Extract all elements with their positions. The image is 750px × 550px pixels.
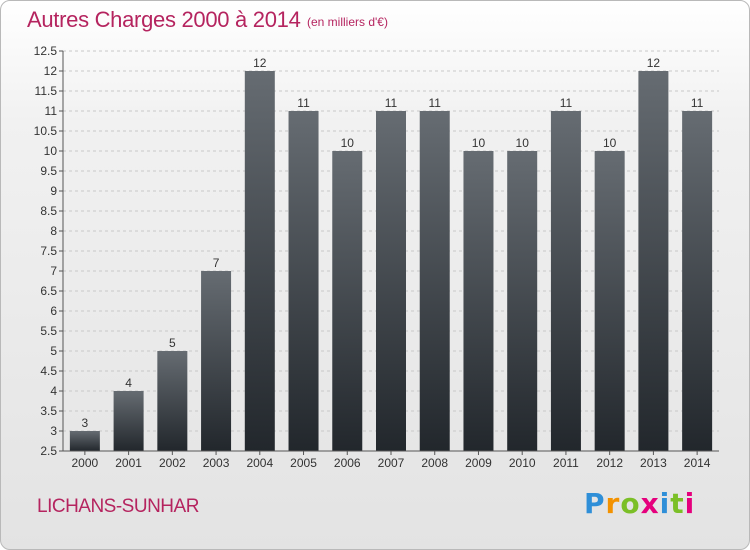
y-tick-label: 3 xyxy=(50,424,57,438)
data-label: 4 xyxy=(125,376,132,390)
bar-2002 xyxy=(157,351,188,451)
x-tick-label: 2001 xyxy=(115,456,142,470)
bar-2010 xyxy=(507,151,538,451)
proxiti-logo: Proxiti xyxy=(584,487,695,520)
data-label: 11 xyxy=(385,96,398,110)
y-tick-label: 12.5 xyxy=(34,44,58,58)
x-tick-label: 2013 xyxy=(640,456,667,470)
bar-2006 xyxy=(332,151,363,451)
y-tick-label: 12 xyxy=(44,64,58,78)
data-label: 5 xyxy=(169,336,176,350)
commune-name: LICHANS-SUNHAR xyxy=(37,496,199,517)
bar-2004 xyxy=(244,71,275,451)
y-tick-label: 3.5 xyxy=(40,404,57,418)
logo-letter: o xyxy=(620,487,641,520)
x-tick-label: 2009 xyxy=(465,456,492,470)
data-label: 11 xyxy=(560,96,573,110)
data-label: 10 xyxy=(603,136,617,150)
y-tick-label: 2.5 xyxy=(40,444,57,458)
x-tick-label: 2012 xyxy=(596,456,623,470)
data-label: 10 xyxy=(341,136,355,150)
y-tick-label: 5 xyxy=(50,344,57,358)
data-label: 12 xyxy=(253,56,267,70)
x-tick-label: 2011 xyxy=(553,456,579,470)
bar-2013 xyxy=(638,71,669,451)
data-label: 11 xyxy=(691,96,704,110)
y-tick-label: 6 xyxy=(50,304,57,318)
bar-2008 xyxy=(419,111,450,451)
bar-2007 xyxy=(376,111,406,451)
bar-2000 xyxy=(69,431,100,451)
logo-letter: i xyxy=(684,487,696,520)
bars xyxy=(69,71,713,451)
x-tick-label: 2005 xyxy=(290,456,317,470)
data-label: 10 xyxy=(516,136,530,150)
y-tick-label: 8.5 xyxy=(40,204,57,218)
y-tick-label: 10 xyxy=(44,144,58,158)
y-tick-label: 9.5 xyxy=(40,164,57,178)
y-tick-label: 7.5 xyxy=(40,244,57,258)
x-tick-label: 2006 xyxy=(334,456,361,470)
y-tick-label: 4.5 xyxy=(40,364,57,378)
bar-2012 xyxy=(594,151,625,451)
bar-2009 xyxy=(463,151,494,451)
axes xyxy=(59,50,719,455)
bar-2005 xyxy=(288,111,319,451)
y-tick-label: 11 xyxy=(45,104,58,118)
data-label: 7 xyxy=(213,256,220,270)
y-tick-label: 11.5 xyxy=(35,84,58,98)
data-label: 11 xyxy=(428,96,441,110)
bar-2001 xyxy=(113,391,144,451)
y-tick-label: 9 xyxy=(50,184,57,198)
logo-letter: P xyxy=(584,487,606,520)
data-label: 11 xyxy=(297,96,310,110)
x-tick-label: 2002 xyxy=(159,456,186,470)
y-tick-label: 5.5 xyxy=(40,324,57,338)
logo-letter: r xyxy=(605,487,621,520)
x-tick-label: 2004 xyxy=(246,456,273,470)
y-tick-label: 10.5 xyxy=(34,124,58,138)
x-tick-label: 2007 xyxy=(378,456,405,470)
data-label: 10 xyxy=(472,136,486,150)
bar-2011 xyxy=(550,111,581,451)
chart-title: Autres Charges 2000 à 2014 xyxy=(27,7,301,32)
data-labels: 3 4 5 7 12 11 10 11 11 10 10 11 10 12 11 xyxy=(82,56,704,430)
x-tick-label: 2014 xyxy=(684,456,711,470)
x-tick-labels: 2000 2001 2002 2003 2004 2005 2006 2007 2008 2009… xyxy=(72,456,711,470)
bar-2014 xyxy=(682,111,713,451)
data-label: 3 xyxy=(82,416,89,430)
x-tick-label: 2008 xyxy=(421,456,448,470)
logo-letter: x xyxy=(640,487,660,520)
x-tick-label: 2010 xyxy=(509,456,536,470)
y-tick-label: 4 xyxy=(50,384,57,398)
y-tick-label: 8 xyxy=(50,224,57,238)
logo-letter: i xyxy=(659,487,671,520)
x-tick-label: 2003 xyxy=(203,456,230,470)
bar-2003 xyxy=(201,271,232,451)
logo-letter: t xyxy=(670,487,685,520)
y-tick-labels: 2.5 3 3.5 4 4.5 5 5.5 6 6.5 7 7.5 8 8.5 9 9.5 10 10.5 11 1… xyxy=(34,44,58,458)
y-tick-label: 7 xyxy=(50,264,57,278)
data-label: 12 xyxy=(647,56,661,70)
y-tick-label: 6.5 xyxy=(40,284,57,298)
chart-unit: (en milliers d'€) xyxy=(307,15,388,29)
x-tick-label: 2000 xyxy=(72,456,99,470)
